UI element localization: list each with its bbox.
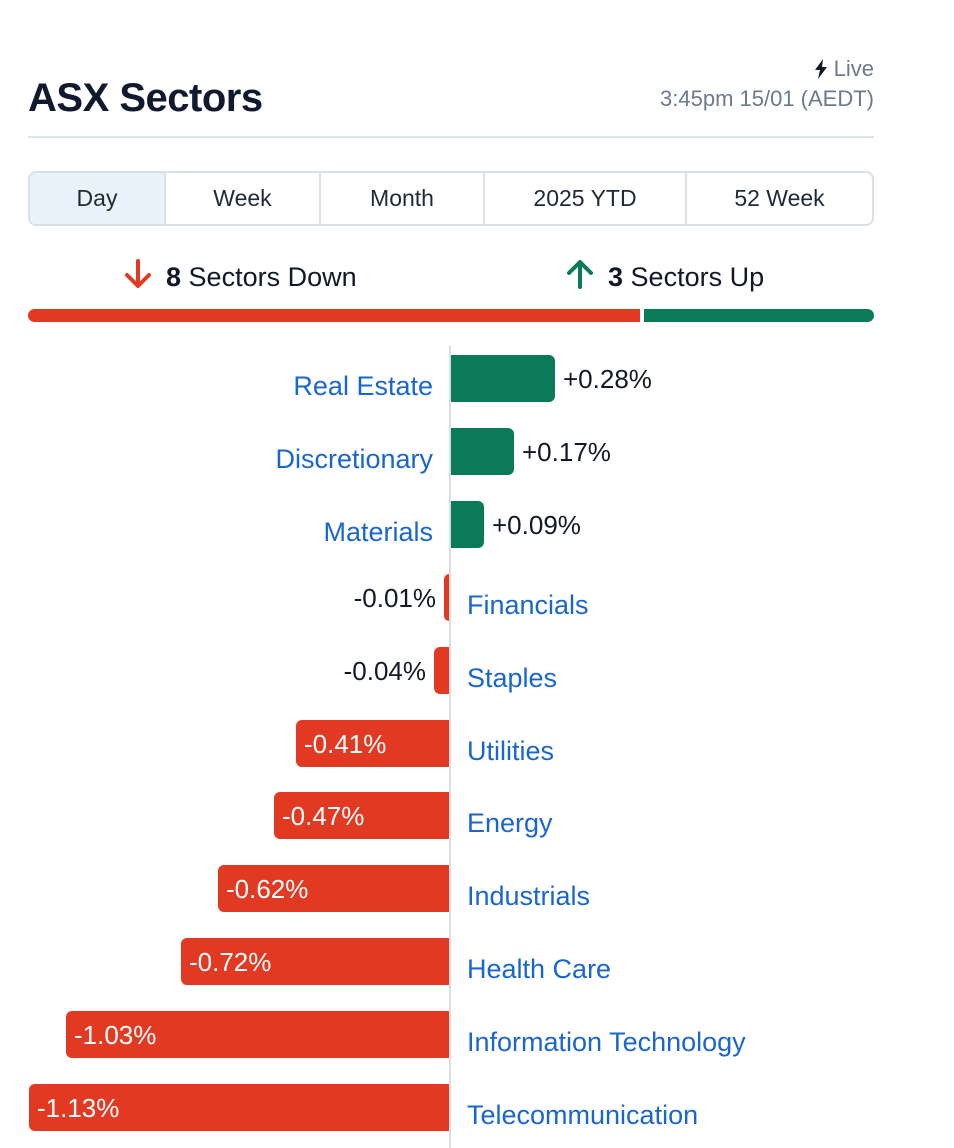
- value-label-staples: -0.04%: [343, 656, 426, 686]
- page-title: ASX Sectors: [28, 76, 263, 120]
- value-label-telecommunication: -1.13%: [37, 1093, 120, 1123]
- bar-discretionary: [451, 428, 514, 475]
- value-label-discretionary: +0.17%: [522, 437, 611, 467]
- bar-real-estate: [451, 355, 555, 402]
- sector-label-utilities[interactable]: Utilities: [467, 736, 555, 766]
- bar-information-technology: [66, 1011, 449, 1058]
- period-tabs: Day Week Month 2025 YTD 52 Week: [28, 171, 874, 226]
- value-label-information-technology: -1.03%: [74, 1020, 157, 1050]
- sector-label-discretionary[interactable]: Discretionary: [275, 444, 433, 474]
- sector-label-industrials[interactable]: Industrials: [467, 881, 591, 911]
- bar-utilities: [296, 720, 449, 767]
- tab-month[interactable]: Month: [321, 173, 485, 224]
- arrow-up-icon: [564, 258, 596, 297]
- sector-label-telecommunication[interactable]: Telecommunication: [467, 1100, 699, 1130]
- tab-2025-ytd[interactable]: 2025 YTD: [485, 173, 687, 224]
- sector-ratio-up: [644, 309, 874, 322]
- bar-staples: [434, 647, 449, 694]
- bar-industrials: [218, 865, 449, 912]
- sectors-down-summary: 8 Sectors Down: [122, 258, 357, 297]
- bar-health-care: [181, 938, 449, 985]
- bar-telecommunication: [29, 1084, 449, 1131]
- sector-ratio-bar: [28, 309, 874, 322]
- lightning-bolt-icon: [814, 59, 828, 79]
- arrow-down-icon: [122, 258, 154, 297]
- sectors-up-summary: 3 Sectors Up: [564, 258, 764, 297]
- live-label: Live: [833, 56, 874, 81]
- value-label-utilities: -0.41%: [304, 729, 387, 759]
- header-divider: [28, 136, 874, 138]
- sector-label-financials[interactable]: Financials: [467, 590, 589, 620]
- value-label-materials: +0.09%: [492, 510, 581, 540]
- value-label-financials: -0.01%: [353, 583, 436, 613]
- value-label-industrials: -0.62%: [226, 874, 309, 904]
- tab-52-week[interactable]: 52 Week: [734, 185, 825, 211]
- sectors-down-count: 8: [166, 262, 182, 292]
- bar-materials: [451, 501, 484, 548]
- live-indicator: Live: [814, 56, 874, 82]
- value-label-energy: -0.47%: [282, 801, 365, 831]
- sectors-down-label: Sectors Down: [188, 262, 357, 292]
- sector-label-real-estate[interactable]: Real Estate: [293, 371, 433, 401]
- sectors-up-count: 3: [608, 262, 624, 292]
- sector-label-health-care[interactable]: Health Care: [467, 954, 612, 984]
- timestamp: 3:45pm 15/01 (AEDT): [660, 86, 874, 111]
- value-label-health-care: -0.72%: [189, 947, 272, 977]
- tab-day[interactable]: Day: [30, 173, 166, 224]
- tab-week[interactable]: Week: [166, 173, 321, 224]
- chart-zero-axis: [449, 346, 451, 1148]
- sector-ratio-down: [28, 309, 640, 322]
- bar-financials: [444, 574, 449, 621]
- bar-energy: [274, 792, 449, 839]
- sectors-up-label: Sectors Up: [630, 262, 765, 292]
- value-label-real-estate: +0.28%: [563, 364, 652, 394]
- sector-label-staples[interactable]: Staples: [467, 663, 558, 693]
- sector-label-information-technology[interactable]: Information Technology: [467, 1027, 746, 1057]
- sector-label-materials[interactable]: Materials: [323, 517, 433, 547]
- sector-label-energy[interactable]: Energy: [467, 808, 553, 838]
